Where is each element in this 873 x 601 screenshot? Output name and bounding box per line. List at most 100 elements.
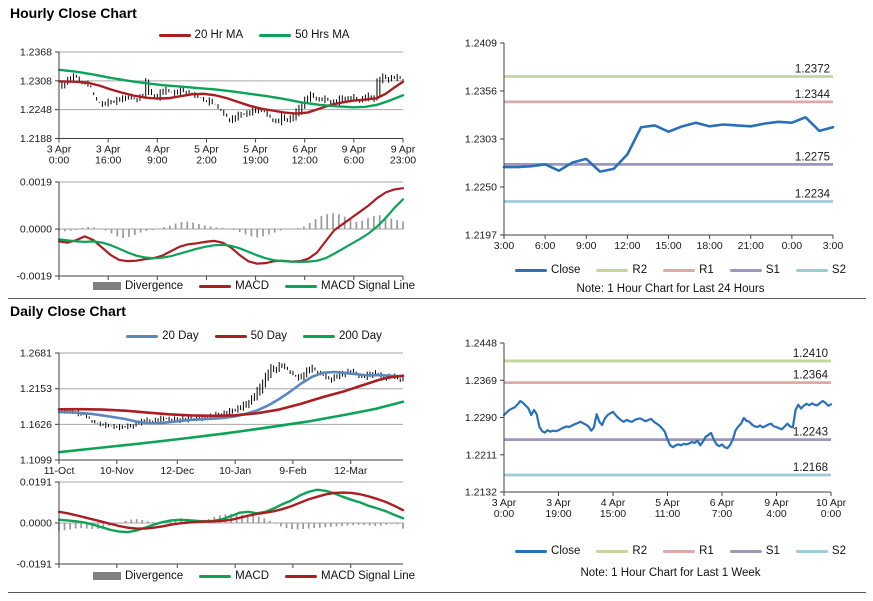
y-tick-label: 1.2153 — [20, 383, 52, 395]
x-tick-label: 15:00 — [655, 240, 681, 252]
legend-swatch — [663, 268, 696, 272]
legend-item-divergence: Divergence — [92, 280, 183, 292]
x-tick-label: 9 Apr — [764, 497, 789, 509]
legend-swatch — [515, 549, 548, 553]
x-tick-label: 19:00 — [242, 155, 268, 167]
legend-swatch — [596, 268, 629, 272]
x-tick-label: 3:00 — [494, 240, 515, 252]
legend-swatch — [285, 574, 318, 578]
x-tick-label: 0:00 — [821, 508, 842, 520]
x-tick-label: 12-Mar — [334, 465, 368, 477]
daily-section-title: Daily Close Chart — [10, 303, 126, 319]
series-200-day — [57, 400, 405, 454]
level-value-label-s2: 1.2168 — [793, 462, 828, 474]
hourly-macd-legend: Divergence MACD MACD Signal Line — [8, 280, 460, 292]
level-value-label-r1: 1.2364 — [793, 370, 829, 382]
ohlc-series — [58, 361, 404, 431]
legend-swatch — [92, 572, 121, 580]
x-tick-label: 10-Jan — [219, 465, 251, 477]
y-tick-label: 0.0000 — [20, 224, 52, 236]
last-24-hours-legend: Close R2 R1 S1 S2 — [440, 264, 873, 276]
x-tick-label: 12-Dec — [160, 465, 194, 477]
series-macd-signal-line — [57, 491, 405, 530]
y-tick-label: 1.2197 — [465, 230, 497, 242]
legend-label: Divergence — [124, 570, 184, 582]
y-tick-label: 1.2369 — [465, 375, 497, 387]
y-tick-label: -0.0191 — [16, 559, 52, 571]
x-tick-label: 6:00 — [535, 240, 556, 252]
legend-label: 50 Day — [250, 330, 288, 342]
x-tick-label: 18:00 — [696, 240, 722, 252]
legend-label: MACD — [235, 280, 270, 292]
legend-item-50-hrs-ma: 50 Hrs MA — [259, 29, 349, 41]
hourly-price-legend: 20 Hr MA 50 Hrs MA — [8, 29, 460, 41]
x-tick-label: 6 Apr — [710, 497, 735, 509]
x-tick-label: 2:00 — [196, 155, 217, 167]
y-tick-label: 1.2290 — [465, 412, 497, 424]
legend-item-s1: S1 — [729, 264, 780, 276]
series-macd — [57, 488, 405, 534]
legend-item-20-hr-ma: 20 Hr MA — [158, 29, 244, 41]
legend-swatch — [303, 334, 336, 338]
y-tick-label: 1.2448 — [465, 338, 497, 350]
legend-label: MACD — [235, 570, 270, 582]
x-tick-label: 11-Oct — [44, 465, 75, 477]
legend-label: Close — [551, 264, 581, 276]
legend-item-close: Close — [515, 264, 580, 276]
x-tick-label: 21:00 — [738, 240, 764, 252]
hourly-note: Note: 1 Hour Chart for Last 24 Hours — [576, 283, 765, 295]
x-tick-label: 16:00 — [95, 155, 121, 167]
level-value-label-r1: 1.2344 — [795, 89, 831, 101]
x-tick-label: 3 Apr — [96, 144, 121, 156]
legend-item-r1: R1 — [663, 264, 714, 276]
legend-item-macd-signal-line: MACD Signal Line — [285, 280, 415, 292]
y-tick-label: 1.2303 — [465, 134, 497, 146]
legend-item-50-day: 50 Day — [214, 330, 288, 342]
y-tick-label: 1.2132 — [465, 487, 497, 499]
x-tick-label: 6:00 — [344, 155, 365, 167]
legend-swatch — [515, 268, 548, 272]
daily-macd-legend: Divergence MACD MACD Signal Line — [8, 570, 460, 582]
daily-note: Note: 1 Hour Chart for Last 1 Week — [580, 567, 761, 579]
legend-item-divergence: Divergence — [92, 570, 184, 582]
x-tick-label: 9-Feb — [279, 465, 307, 477]
legend-swatch — [199, 284, 232, 288]
section-divider-bottom — [8, 592, 866, 593]
legend-item-macd: MACD — [199, 280, 269, 292]
legend-label: 20 Day — [162, 330, 199, 342]
legend-label: S1 — [765, 545, 780, 557]
legend-swatch — [92, 282, 121, 290]
legend-item-200-day: 200 Day — [303, 330, 382, 342]
x-tick-label: 6 Apr — [292, 144, 317, 156]
legend-label: 20 Hr MA — [194, 29, 244, 41]
legend-label: 50 Hrs MA — [295, 29, 350, 41]
level-value-label-r2: 1.2410 — [793, 348, 828, 360]
legend-label: R2 — [632, 545, 648, 557]
legend-swatch — [729, 268, 762, 272]
daily-macd-chart: 0.0191 0.0000 -0.0191 — [16, 477, 405, 571]
x-tick-label: 19:00 — [545, 508, 571, 520]
y-tick-label: 1.2681 — [20, 348, 52, 360]
x-tick-label: 7:00 — [712, 508, 733, 520]
y-tick-label: 1.1099 — [20, 455, 52, 467]
legend-label: S1 — [765, 264, 780, 276]
legend-label: S2 — [831, 264, 846, 276]
x-tick-label: 11:00 — [655, 508, 681, 520]
x-tick-label: 3 Apr — [546, 497, 571, 509]
series-50-hrs-ma — [57, 68, 405, 109]
x-tick-label: 9 Apr — [342, 144, 367, 156]
level-value-label-s2: 1.2234 — [795, 188, 831, 200]
x-tick-label: 0:00 — [782, 240, 803, 252]
series-macd — [57, 187, 405, 265]
x-tick-label: 10 Apr — [816, 497, 847, 509]
y-tick-label: 1.2308 — [20, 75, 52, 87]
daily-price-legend: 20 Day 50 Day 200 Day — [8, 330, 460, 342]
hourly-section-title: Hourly Close Chart — [10, 5, 137, 21]
legend-label: R2 — [632, 264, 648, 276]
legend-item-r2: R2 — [596, 264, 647, 276]
